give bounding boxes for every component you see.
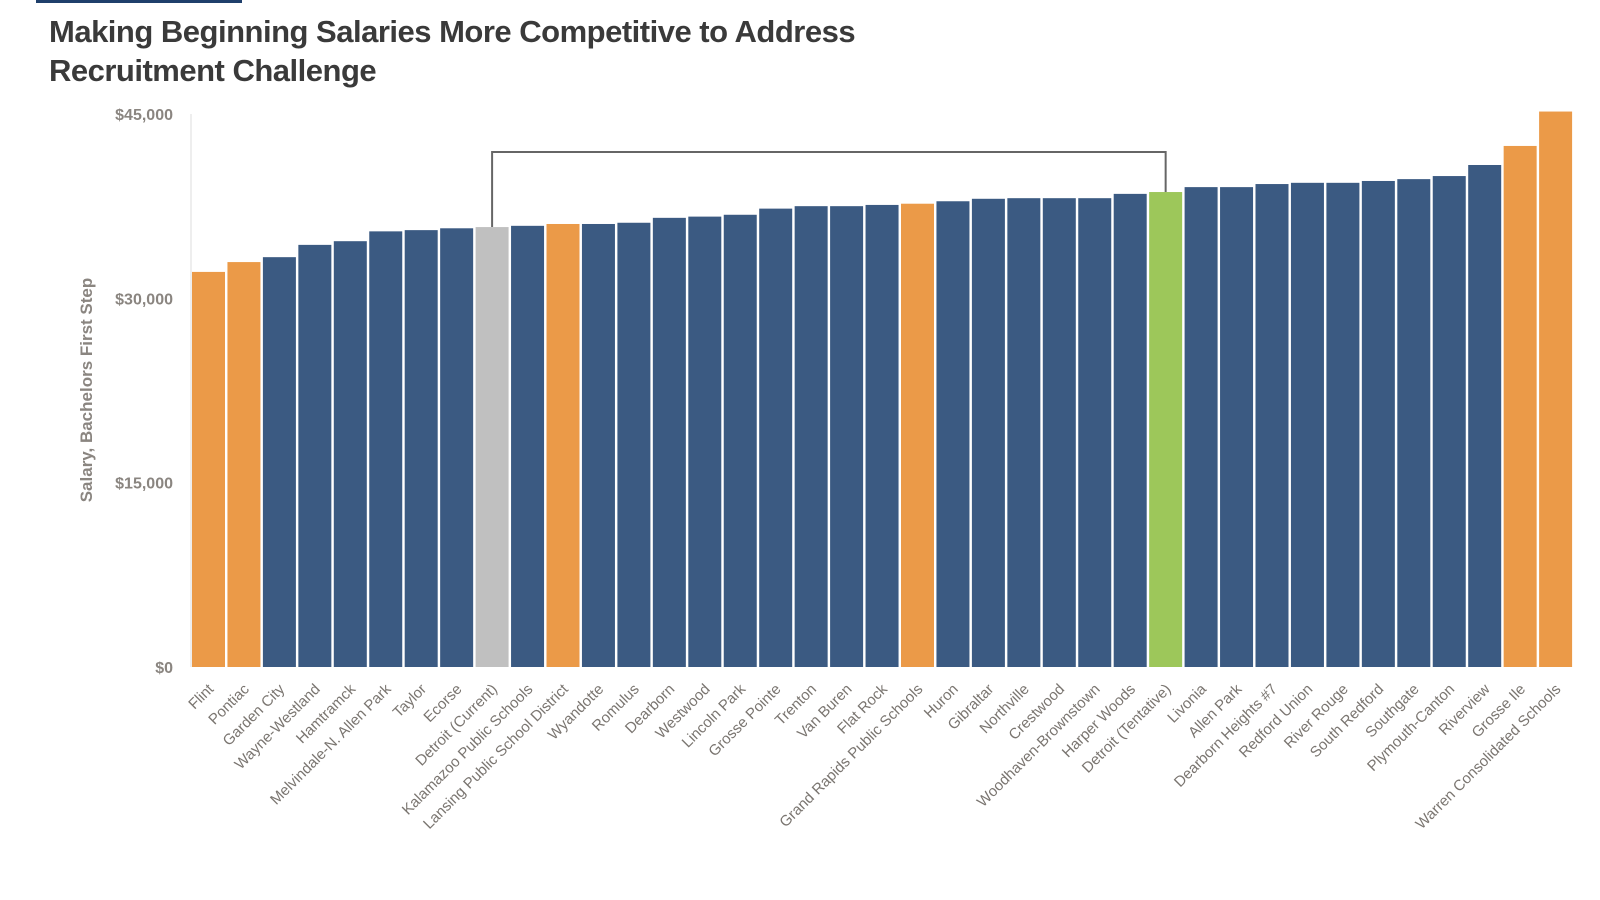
- bar: [333, 241, 367, 667]
- bar: [1007, 198, 1041, 667]
- y-axis-label: Salary, Bachelors First Step: [77, 278, 96, 503]
- bar: [1432, 176, 1466, 667]
- bar: [1042, 198, 1076, 667]
- detroit-comparison-bracket: [491, 151, 1167, 228]
- bar: [369, 231, 403, 667]
- bar: [1326, 182, 1360, 667]
- bar: [404, 230, 438, 667]
- chart-title-line-1: Making Beginning Salaries More Competiti…: [49, 14, 856, 49]
- bar: [1503, 145, 1537, 667]
- y-tick-label: $15,000: [115, 476, 173, 493]
- bar: [901, 203, 934, 667]
- bar: [652, 217, 686, 667]
- header-accent-bar: [36, 0, 242, 3]
- bar: [475, 227, 509, 667]
- bar: [262, 257, 296, 667]
- bar: [936, 201, 970, 668]
- y-tick-label: $0: [155, 660, 173, 677]
- chart-title-line-2: Recruitment Challenge: [49, 53, 377, 88]
- bar: [794, 206, 828, 667]
- bar: [1255, 184, 1289, 667]
- bar: [759, 208, 793, 667]
- bar: [830, 206, 864, 667]
- y-tick-label: $30,000: [115, 291, 173, 308]
- bar: [1397, 179, 1431, 667]
- bar: [581, 223, 615, 668]
- bar: [1220, 187, 1254, 667]
- bar: [1184, 187, 1218, 667]
- bar: [546, 223, 580, 668]
- bar: [298, 244, 332, 668]
- bar: [1468, 164, 1502, 667]
- bar: [1539, 111, 1573, 667]
- bar: [1290, 182, 1324, 667]
- bar: [688, 216, 722, 667]
- bar: [1078, 198, 1112, 667]
- bar: [511, 225, 545, 667]
- bar: [971, 198, 1005, 667]
- chart-title: Making Beginning Salaries More Competiti…: [49, 12, 856, 90]
- bar: [440, 228, 474, 667]
- bar: [1149, 192, 1183, 668]
- bar: [617, 222, 651, 668]
- y-tick-label: $45,000: [115, 107, 173, 124]
- bar: [192, 271, 225, 667]
- bar: [1361, 180, 1395, 668]
- bar: [1113, 193, 1147, 667]
- bar: [227, 262, 261, 667]
- bar: [723, 214, 757, 667]
- bar: [865, 204, 899, 667]
